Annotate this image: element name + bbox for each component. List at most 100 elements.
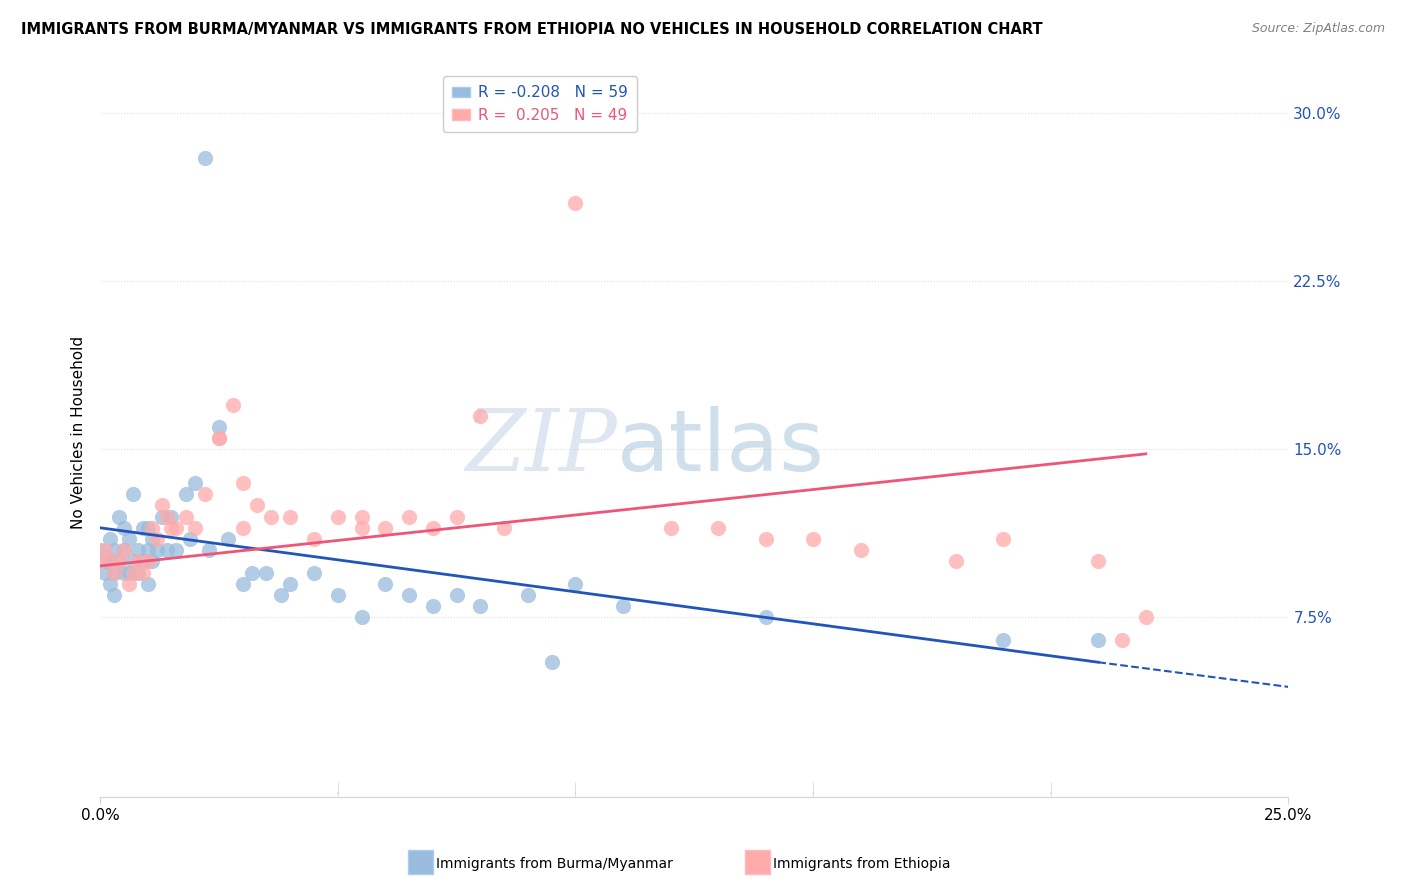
Point — [184, 475, 207, 490]
Point — [446, 509, 468, 524]
Point — [302, 532, 325, 546]
Point — [141, 521, 163, 535]
Point — [98, 554, 121, 568]
Point — [232, 521, 254, 535]
Point — [422, 599, 444, 614]
Point — [659, 521, 682, 535]
Point — [122, 487, 145, 501]
Point — [278, 577, 301, 591]
Point — [326, 509, 349, 524]
Y-axis label: No Vehicles in Household: No Vehicles in Household — [72, 336, 86, 529]
Point — [612, 599, 634, 614]
Point — [278, 509, 301, 524]
Point — [132, 521, 155, 535]
Point — [98, 554, 121, 568]
Point — [146, 532, 169, 546]
Point — [184, 521, 207, 535]
Point — [446, 588, 468, 602]
Point — [132, 554, 155, 568]
Point — [103, 566, 125, 580]
Point — [146, 543, 169, 558]
Point — [108, 554, 131, 568]
Point — [1087, 632, 1109, 647]
Point — [127, 543, 149, 558]
Point — [374, 521, 396, 535]
Point — [127, 566, 149, 580]
Point — [108, 509, 131, 524]
Point — [260, 509, 283, 524]
Point — [516, 588, 538, 602]
Point — [103, 543, 125, 558]
Point — [270, 588, 292, 602]
Point — [94, 543, 117, 558]
Point — [160, 521, 183, 535]
Point — [350, 521, 373, 535]
Point — [194, 151, 217, 165]
Point — [1087, 554, 1109, 568]
Text: Source: ZipAtlas.com: Source: ZipAtlas.com — [1251, 22, 1385, 36]
Point — [94, 554, 117, 568]
Point — [150, 499, 173, 513]
Point — [136, 554, 159, 568]
Point — [374, 577, 396, 591]
Point — [165, 521, 187, 535]
Point — [89, 543, 111, 558]
Point — [179, 532, 201, 546]
Point — [208, 420, 231, 434]
Point — [422, 521, 444, 535]
Point — [136, 521, 159, 535]
Point — [117, 532, 139, 546]
Point — [108, 554, 131, 568]
Point — [103, 588, 125, 602]
Point — [494, 521, 516, 535]
Point — [194, 487, 217, 501]
Point — [208, 431, 231, 445]
Point — [122, 566, 145, 580]
Point — [398, 588, 420, 602]
Point — [160, 509, 183, 524]
Point — [1135, 610, 1157, 624]
Text: atlas: atlas — [617, 406, 825, 489]
Point — [127, 554, 149, 568]
Point — [564, 577, 586, 591]
Point — [993, 532, 1015, 546]
Point — [232, 577, 254, 591]
Point — [174, 509, 197, 524]
Point — [326, 588, 349, 602]
Point — [849, 543, 872, 558]
Point — [707, 521, 730, 535]
Legend: R = -0.208   N = 59, R =  0.205   N = 49: R = -0.208 N = 59, R = 0.205 N = 49 — [443, 76, 637, 132]
Point — [755, 532, 778, 546]
Point — [232, 475, 254, 490]
Point — [103, 566, 125, 580]
Point — [141, 554, 163, 568]
Point — [470, 599, 492, 614]
Point — [470, 409, 492, 423]
Text: ZIP: ZIP — [465, 406, 617, 489]
Point — [350, 509, 373, 524]
Point — [398, 509, 420, 524]
Point — [117, 566, 139, 580]
Point — [540, 655, 562, 669]
Point — [112, 543, 135, 558]
Point — [150, 509, 173, 524]
Point — [564, 196, 586, 211]
Text: Immigrants from Burma/Myanmar: Immigrants from Burma/Myanmar — [436, 857, 672, 871]
Point — [198, 543, 221, 558]
Point — [165, 543, 187, 558]
Point — [240, 566, 263, 580]
Point — [217, 532, 239, 546]
Point — [94, 566, 117, 580]
Point — [112, 543, 135, 558]
Point — [1111, 632, 1133, 647]
Point — [136, 543, 159, 558]
Point — [208, 431, 231, 445]
Point — [89, 554, 111, 568]
Point — [141, 532, 163, 546]
Point — [222, 398, 245, 412]
Point — [945, 554, 967, 568]
Point — [174, 487, 197, 501]
Point — [801, 532, 824, 546]
Point — [122, 554, 145, 568]
Point — [156, 509, 179, 524]
